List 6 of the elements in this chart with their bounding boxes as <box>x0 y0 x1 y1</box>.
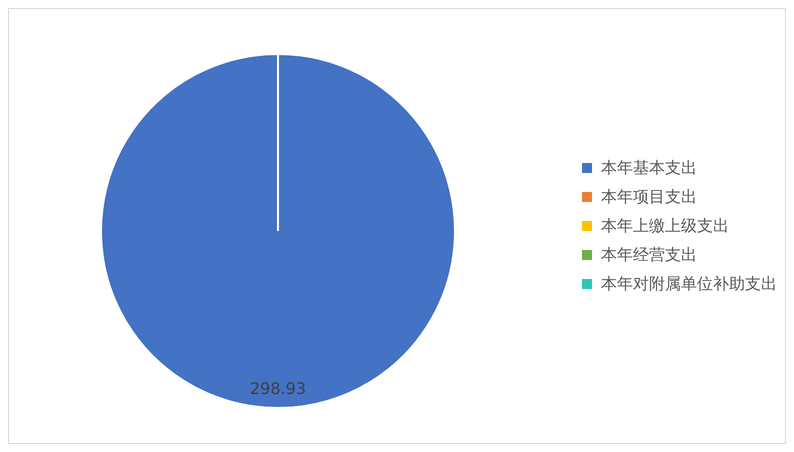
legend-label: 本年对附属单位补助支出 <box>601 274 777 294</box>
legend-label: 本年经营支出 <box>601 244 697 266</box>
legend-label: 本年基本支出 <box>601 158 697 178</box>
legend-label: 本年上缴上级支出 <box>601 216 729 236</box>
data-label: 298.93 <box>250 379 306 398</box>
legend-label: 本年项目支出 <box>601 186 697 208</box>
